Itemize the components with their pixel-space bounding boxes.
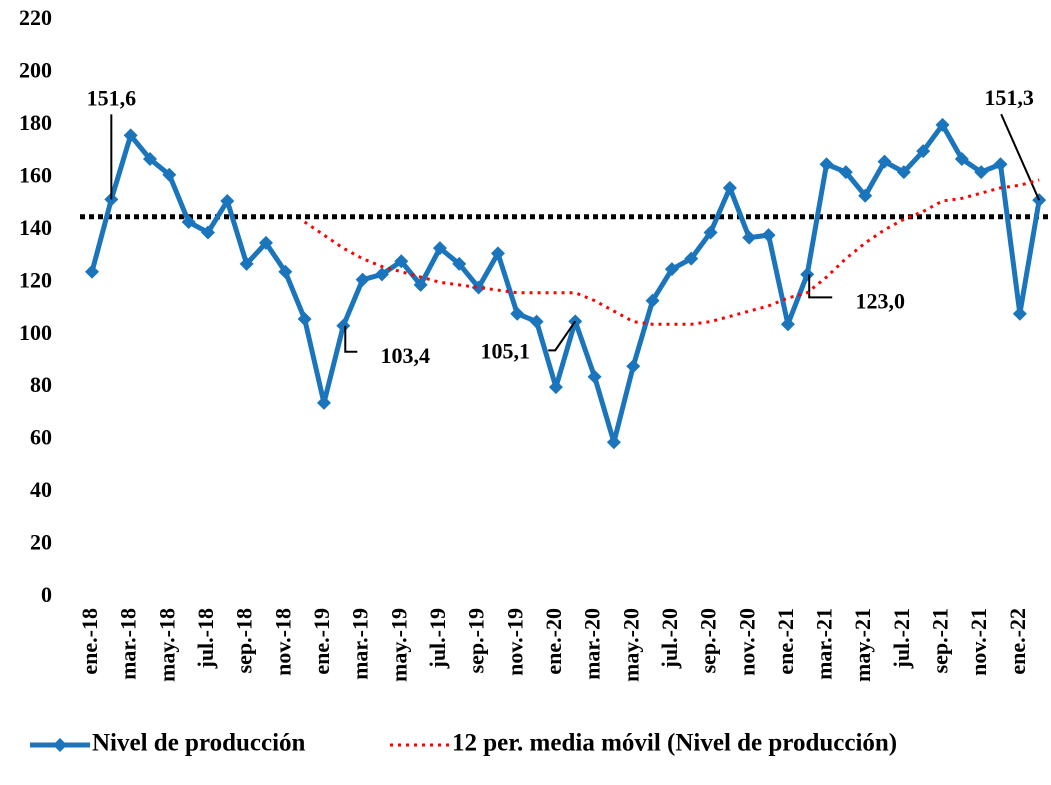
y-tick-label: 60 xyxy=(30,425,52,450)
marker xyxy=(162,167,177,182)
x-tick-label: nov.-19 xyxy=(502,608,527,676)
x-tick-label: sep.-21 xyxy=(928,608,953,673)
legend-marker xyxy=(53,738,67,752)
legend-label: Nivel de producción xyxy=(92,730,306,757)
marker xyxy=(780,317,795,332)
x-tick-label: may.-19 xyxy=(386,608,411,682)
marker xyxy=(858,188,873,203)
marker xyxy=(935,117,950,132)
marker xyxy=(142,152,157,167)
marker xyxy=(606,435,621,450)
marker xyxy=(413,277,428,292)
marker xyxy=(452,256,467,271)
marker xyxy=(587,369,602,384)
marker xyxy=(123,128,138,143)
marker xyxy=(993,157,1008,172)
x-tick-label: may.-20 xyxy=(618,608,643,682)
y-tick-label: 120 xyxy=(19,267,52,292)
marker xyxy=(239,256,254,271)
marker xyxy=(1012,306,1027,321)
marker xyxy=(761,228,776,243)
marker xyxy=(220,193,235,208)
marker xyxy=(974,165,989,180)
y-tick-label: 160 xyxy=(19,162,52,187)
y-tick-label: 40 xyxy=(30,477,52,502)
marker xyxy=(336,318,351,333)
marker xyxy=(722,180,737,195)
x-tick-label: jul.-21 xyxy=(889,608,914,670)
x-tick-label: jul.-20 xyxy=(657,608,682,670)
data-label: 151,6 xyxy=(87,85,137,110)
marker xyxy=(954,152,969,167)
y-tick-label: 20 xyxy=(30,530,52,555)
marker xyxy=(490,246,505,261)
leader-line xyxy=(1000,113,1041,201)
marker xyxy=(200,225,215,240)
marker xyxy=(548,380,563,395)
marker xyxy=(432,241,447,256)
marker xyxy=(800,267,815,282)
x-tick-label: ene.-20 xyxy=(541,608,566,675)
marker xyxy=(838,165,853,180)
leader-line xyxy=(808,274,833,299)
x-tick-label: nov.-21 xyxy=(966,608,991,676)
x-tick-label: may.-18 xyxy=(154,608,179,682)
x-tick-label: sep.-18 xyxy=(232,608,257,673)
marker xyxy=(916,144,931,159)
x-tick-label: may.-21 xyxy=(850,608,875,682)
marker xyxy=(742,230,757,245)
x-tick-label: nov.-18 xyxy=(270,608,295,676)
x-tick-label: sep.-20 xyxy=(696,608,721,673)
x-tick-label: ene.-21 xyxy=(773,608,798,675)
x-tick-label: mar.-19 xyxy=(348,608,373,680)
data-label: 151,3 xyxy=(984,85,1034,110)
marker xyxy=(258,235,273,250)
legend-label: 12 per. media móvil (Nivel de producción… xyxy=(452,730,897,757)
marker xyxy=(896,165,911,180)
y-tick-label: 0 xyxy=(41,582,52,607)
x-tick-label: nov.-20 xyxy=(734,608,759,676)
marker xyxy=(394,254,409,269)
marker xyxy=(703,225,718,240)
marker xyxy=(664,262,679,277)
marker xyxy=(529,314,544,329)
x-tick-label: mar.-18 xyxy=(116,608,141,680)
y-tick-label: 200 xyxy=(19,58,52,83)
x-tick-label: jul.-19 xyxy=(425,608,450,670)
marker xyxy=(510,306,525,321)
data-label: 103,4 xyxy=(381,343,431,368)
marker xyxy=(626,359,641,374)
marker xyxy=(355,272,370,287)
x-tick-label: jul.-18 xyxy=(193,608,218,670)
marker xyxy=(85,264,99,279)
x-tick-label: mar.-21 xyxy=(812,608,837,680)
y-tick-label: 220 xyxy=(19,5,52,30)
marker xyxy=(316,395,331,410)
x-tick-label: sep.-19 xyxy=(464,608,489,673)
marker xyxy=(645,293,660,308)
marker xyxy=(278,264,293,279)
x-tick-label: mar.-20 xyxy=(580,608,605,680)
marker xyxy=(181,214,196,229)
marker xyxy=(471,280,486,295)
leader-line xyxy=(344,325,358,353)
y-tick-label: 140 xyxy=(19,215,52,240)
series-line xyxy=(89,122,1042,445)
y-tick-label: 80 xyxy=(30,372,52,397)
y-tick-label: 100 xyxy=(19,320,52,345)
data-label: 105,1 xyxy=(481,338,531,363)
data-label: 123,0 xyxy=(855,288,905,313)
marker xyxy=(877,154,892,169)
y-tick-label: 180 xyxy=(19,110,52,135)
marker xyxy=(819,157,834,172)
x-tick-label: ene.-18 xyxy=(77,608,102,675)
marker xyxy=(684,251,699,266)
x-tick-label: ene.-19 xyxy=(309,608,334,675)
moving-average-line xyxy=(303,178,1040,326)
marker xyxy=(297,311,312,326)
leader-line xyxy=(548,320,577,352)
marker xyxy=(374,267,389,282)
x-tick-label: ene.-22 xyxy=(1005,608,1030,675)
